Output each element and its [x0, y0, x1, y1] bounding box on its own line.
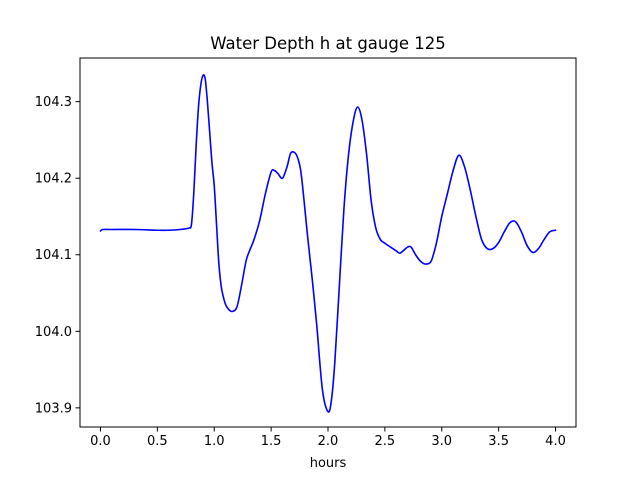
series-layer — [99, 74, 557, 413]
x-axis-label: hours — [310, 456, 347, 471]
x-tick-label: 3.5 — [488, 434, 509, 449]
x-tick-label: 0.5 — [147, 434, 168, 449]
x-tick-label: 2.0 — [318, 434, 339, 449]
x-tick-label: 1.5 — [261, 434, 282, 449]
x-tick-label: 0.0 — [90, 434, 111, 449]
y-tick-label: 104.0 — [35, 325, 72, 340]
series-line — [99, 74, 557, 413]
x-axis-ticks: 0.0 0.5 1.0 1.5 2.0 2.5 3.0 3.5 4.0 — [90, 427, 566, 449]
chart-title: Water Depth h at gauge 125 — [210, 34, 445, 53]
y-tick-label: 104.2 — [35, 172, 72, 187]
y-tick-label: 104.1 — [35, 248, 72, 263]
x-tick-label: 4.0 — [545, 434, 566, 449]
y-tick-label: 104.3 — [35, 95, 72, 110]
x-tick-label: 1.0 — [204, 434, 225, 449]
y-tick-label: 103.9 — [35, 401, 72, 416]
x-tick-label: 2.5 — [375, 434, 396, 449]
x-tick-label: 3.0 — [431, 434, 452, 449]
plot-frame — [79, 57, 577, 428]
y-axis-ticks: 103.9 104.0 104.1 104.2 104.3 — [35, 95, 80, 416]
